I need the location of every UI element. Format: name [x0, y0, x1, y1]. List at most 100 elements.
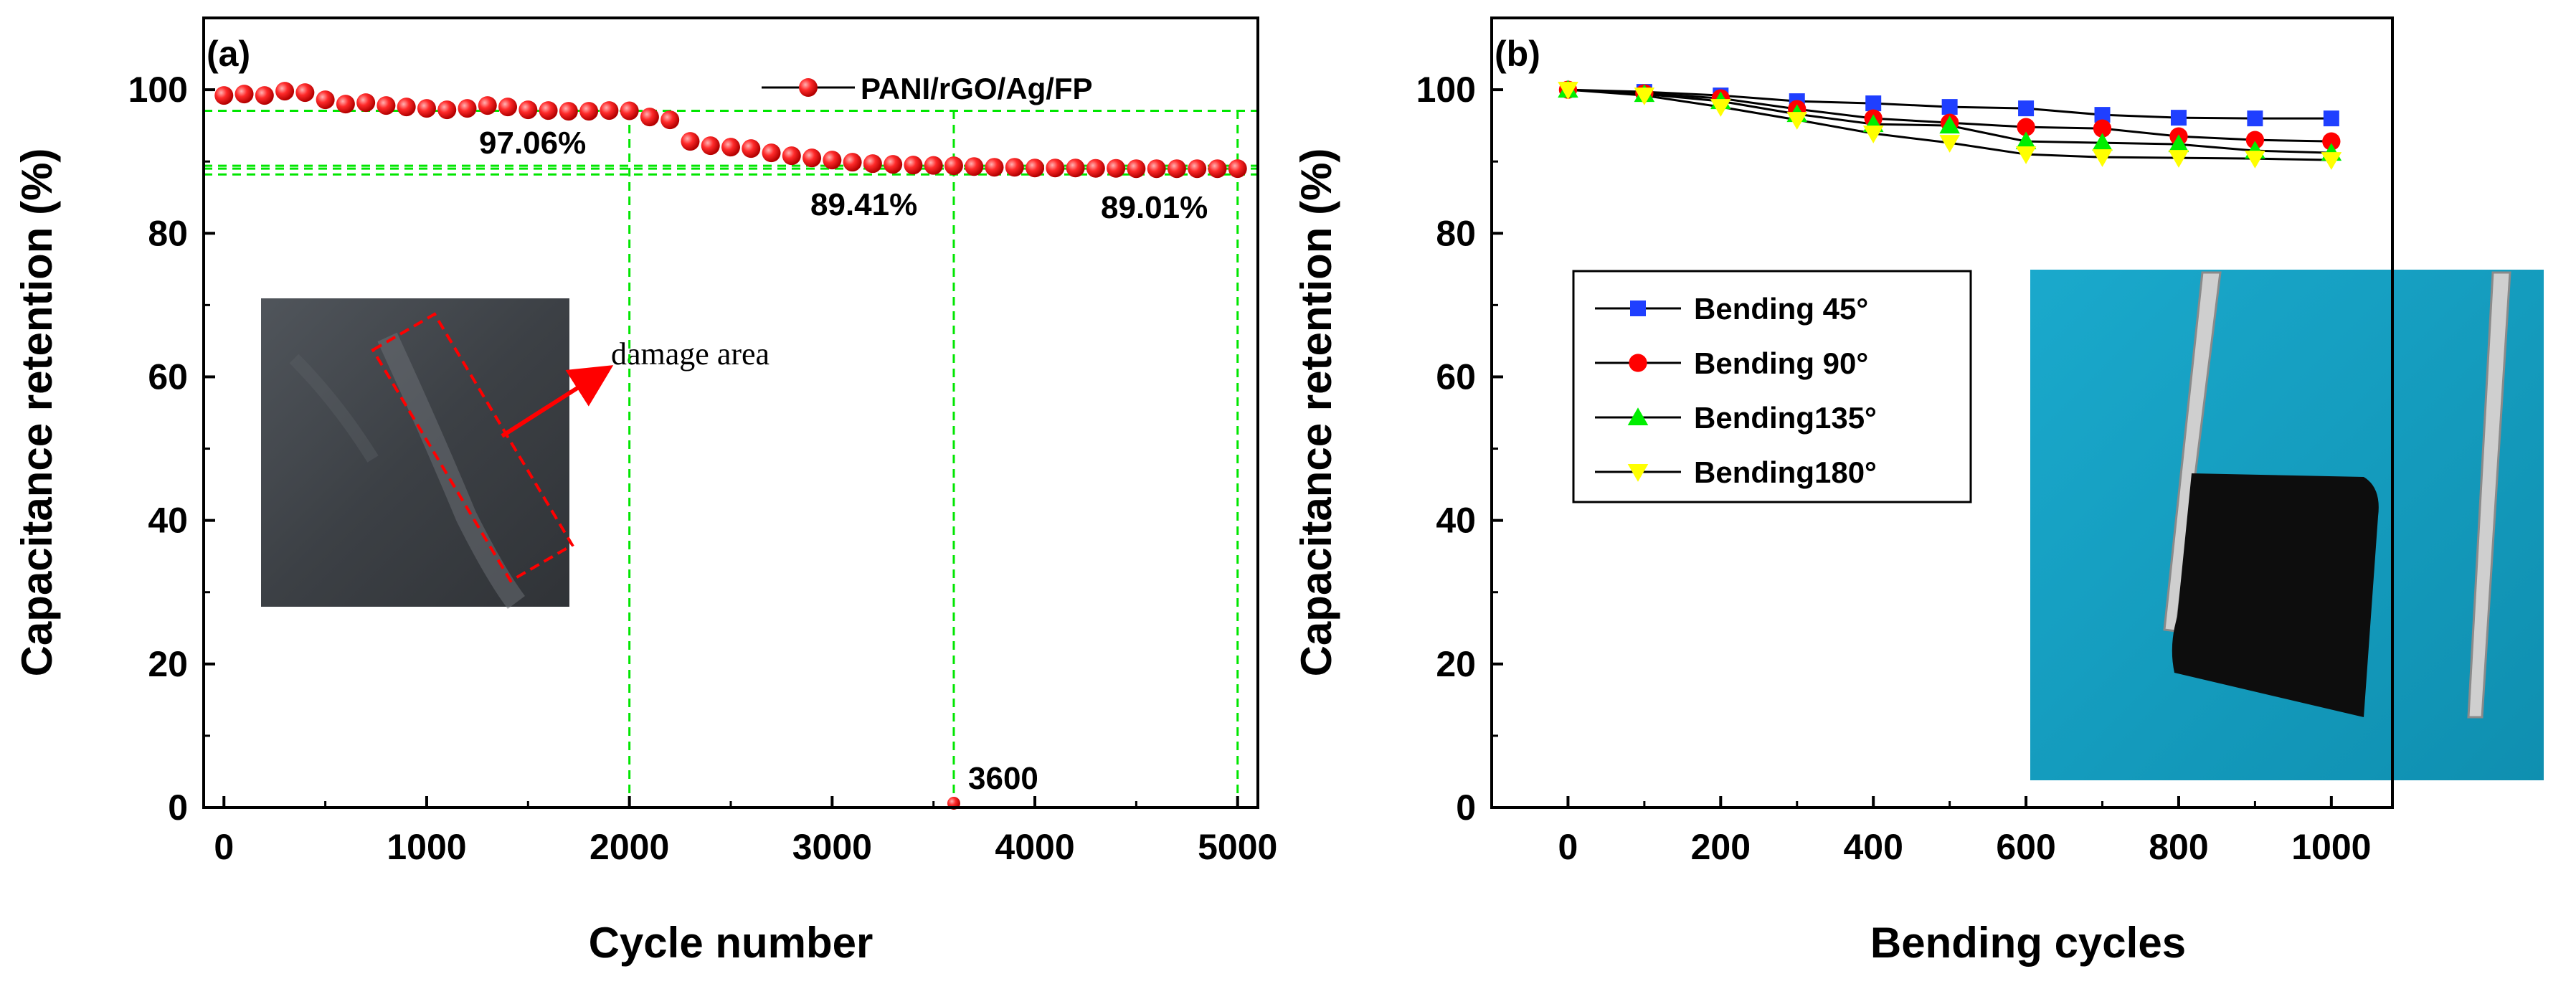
data-point	[1147, 159, 1166, 179]
chart-b-svg: 0 200 400 600 800 1000 0 20 40 60 80 100 Bending 45…	[1288, 0, 2576, 989]
inset-label: damage area	[611, 336, 770, 372]
panel-label: (b)	[1495, 34, 1540, 74]
data-point	[2245, 131, 2265, 149]
data-point	[823, 151, 842, 170]
legend-marker	[1630, 301, 1646, 316]
data-point	[417, 99, 436, 118]
data-point	[295, 83, 315, 103]
y-tick-label: 40	[1436, 501, 1476, 541]
data-point	[1862, 126, 1884, 143]
axis-ticks: 0 1000 2000 3000 4000 5000 0 20 40 60 80 100	[128, 70, 1278, 867]
data-point	[2323, 110, 2339, 127]
data-point	[1167, 159, 1186, 179]
panel-b: 0 200 400 600 800 1000 0 20 40 60 80 100 Bending 45…	[1288, 0, 2576, 989]
x-tick-label: 600	[1996, 827, 2055, 867]
data-point	[1188, 159, 1207, 179]
legend: Bending 45° Bending 90° Bending135° Bending…	[1572, 270, 1972, 503]
data-point	[478, 96, 497, 115]
data-point	[2015, 131, 2037, 150]
data-point	[660, 110, 680, 130]
data-point	[1710, 99, 1731, 117]
data-point	[762, 143, 781, 163]
data-point	[2247, 110, 2263, 127]
data-point	[802, 148, 822, 168]
y-tick-label: 20	[1436, 644, 1476, 684]
data-point	[1086, 158, 1105, 178]
data-point	[2322, 132, 2341, 151]
data-point	[1026, 158, 1045, 178]
legend-entry: Bending135°	[1694, 401, 1877, 435]
data-point	[214, 86, 234, 105]
data-point	[539, 101, 558, 120]
data-point	[1046, 158, 1065, 178]
x-tick-label: 4000	[995, 827, 1074, 867]
axis-ticks: 0 200 400 600 800 1000 0 20 40 60 80 100	[1416, 70, 2372, 867]
data-point	[721, 138, 740, 157]
y-tick-label: 60	[148, 356, 188, 397]
data-point	[397, 98, 416, 117]
data-series	[1558, 80, 2342, 170]
legend-entry: Bending180°	[1694, 455, 1877, 489]
x-tick-label: 0	[214, 827, 234, 867]
y-tick-label: 20	[148, 644, 188, 684]
data-point	[1939, 115, 1960, 134]
data-point	[843, 153, 862, 172]
data-point	[944, 156, 963, 176]
data-point	[1786, 112, 1808, 130]
y-tick-label: 80	[1436, 213, 1476, 253]
data-point	[681, 132, 700, 151]
y-tick-label: 0	[1456, 787, 1476, 828]
x-tick-label: 800	[2149, 827, 2208, 867]
data-point	[275, 82, 295, 101]
x-axis-title: Cycle number	[589, 919, 873, 967]
data-point	[1228, 159, 1247, 179]
chart-a-svg: damage area 0 1000 2000 3000 4000 5000 0 20 40 60…	[13, 16, 1278, 967]
y-axis-title: Capacitance retention (%)	[13, 148, 61, 677]
data-point	[1941, 99, 1958, 115]
data-point	[2170, 110, 2187, 126]
annotation-8901: 89.01%	[1101, 190, 1208, 225]
data-point	[437, 100, 457, 120]
data-point	[2094, 107, 2111, 123]
annotation-8941: 89.41%	[810, 187, 917, 222]
data-point	[559, 102, 578, 121]
data-point	[2092, 133, 2113, 151]
x-tick-label: 0	[1558, 827, 1578, 867]
data-point	[924, 156, 943, 175]
x-tick-label: 3000	[792, 827, 872, 867]
data-point	[701, 136, 720, 156]
data-point	[2168, 134, 2189, 153]
plot-frame	[202, 16, 1259, 809]
data-point	[2092, 149, 2113, 167]
data-point	[1558, 82, 1578, 100]
data-point	[2168, 150, 2189, 168]
annotation-97: 97.06%	[479, 126, 586, 161]
data-point	[640, 108, 659, 127]
data-point	[2015, 146, 2037, 164]
legend-marker	[799, 78, 818, 97]
legend-marker	[1627, 464, 1649, 482]
y-tick-label: 100	[1416, 70, 1476, 110]
y-tick-label: 100	[128, 70, 188, 110]
data-point	[458, 99, 477, 118]
data-point	[336, 95, 355, 114]
legend: PANI/rGO/Ag/FP	[762, 72, 1093, 105]
data-point	[356, 93, 376, 113]
x-tick-label: 5000	[1198, 827, 1277, 867]
damage-area-outline	[371, 312, 574, 583]
inset-photo-damage	[261, 298, 614, 609]
panel-label: (a)	[207, 34, 250, 74]
inset-photo-electrode	[2030, 270, 2544, 780]
data-point	[2017, 118, 2035, 136]
data-point	[2245, 151, 2265, 169]
panel-a: damage area 0 1000 2000 3000 4000 5000 0 20 40 60…	[13, 16, 1278, 967]
y-tick-label: 80	[148, 213, 188, 253]
data-point	[316, 90, 335, 110]
x-tick-label: 200	[1691, 827, 1751, 867]
damage-area-arrow	[501, 365, 614, 438]
legend-entry: Bending 90°	[1694, 346, 1868, 380]
x-tick-label: 1000	[2291, 827, 2371, 867]
data-point	[2093, 119, 2112, 138]
data-point	[235, 85, 254, 104]
y-tick-label: 40	[148, 501, 188, 541]
